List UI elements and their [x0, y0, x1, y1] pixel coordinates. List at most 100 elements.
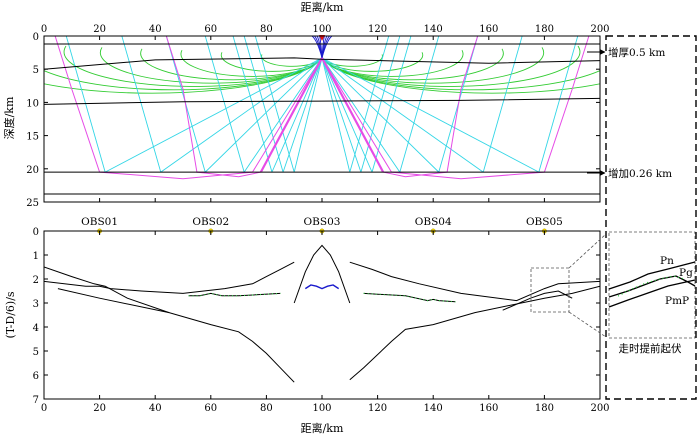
top-x-tick-label: 0 [41, 24, 47, 35]
zoom-box [530, 267, 570, 313]
top-y-tick-label: 20 [26, 165, 39, 176]
interface-line [44, 97, 600, 105]
cyan-ray [243, 57, 323, 173]
inset-pn-curve [608, 261, 696, 290]
cyan-ray [160, 57, 323, 173]
station-label: OBS01 [81, 216, 118, 228]
inset-outer-frame [605, 35, 697, 400]
ray-panel: 距离/km 0 20 40 60 80 100 120 140 160 180 200 0 5 10 15… [2, 0, 610, 209]
top-plot-frame [43, 35, 601, 203]
bottom-plot-frame [43, 230, 601, 400]
bottom-x-tick-label: 160 [479, 403, 498, 414]
top-x-tick-label: 140 [424, 24, 443, 35]
top-y-tick-label: 0 [33, 32, 39, 43]
bottom-x-tick-label: 40 [149, 403, 162, 414]
magenta-ray-thick [259, 57, 323, 173]
travel-time-curve [44, 261, 295, 294]
green-ray [63, 45, 323, 87]
top-x-tick-label: 200 [590, 24, 609, 35]
bottom-x-tick-label: 140 [424, 403, 443, 414]
cyan-ray [321, 57, 484, 173]
cyan-ray-up [371, 36, 412, 173]
cyan-ray [282, 57, 323, 173]
cyan-ray [204, 57, 323, 173]
top-x-tick-label: 20 [93, 24, 106, 35]
cyan-ray-up [399, 36, 440, 173]
inset-frame [608, 231, 696, 339]
stations: OBS01 OBS02 OBS03 OBS04 OBS05 [81, 216, 563, 234]
bottom-x-tick-label: 120 [368, 403, 387, 414]
cyan-ray [321, 57, 373, 173]
synthetic-points [188, 292, 281, 297]
zoom-link-bottom [568, 311, 607, 338]
magenta-ray [54, 36, 323, 180]
bottom-y-tick-label: 2 [33, 275, 39, 286]
top-x-tick-label: 80 [260, 24, 273, 35]
green-ray [44, 57, 323, 94]
cyan-ray-up [482, 36, 523, 173]
bottom-y-tick-label: 7 [33, 395, 39, 406]
ray-paths [44, 36, 600, 180]
bottom-x-axis-label: 距离/km [301, 421, 344, 435]
interfaces [44, 43, 600, 195]
station-label: OBS05 [526, 216, 563, 228]
travel-time-curve [57, 288, 295, 383]
top-y-tick-label: 25 [26, 198, 39, 209]
top-x-tick-label: 60 [204, 24, 217, 35]
bottom-y-tick-label: 3 [33, 299, 39, 310]
bottom-x-tick-label: 60 [204, 403, 217, 414]
top-x-tick-label: 180 [535, 24, 554, 35]
travel-time-curve [349, 261, 600, 302]
bottom-x-tick-label: 200 [590, 403, 609, 414]
cyan-ray [321, 57, 540, 173]
cyan-ray-up [243, 36, 284, 173]
bottom-x-tick-label: 80 [260, 403, 273, 414]
station-label: OBS02 [192, 216, 229, 228]
top-x-axis-label: 距离/km [301, 0, 344, 14]
cyan-ray [321, 57, 440, 173]
cyan-ray [293, 57, 323, 173]
bottom-y-tick-label: 6 [33, 371, 39, 382]
top-x-tick-label: 100 [312, 24, 331, 35]
bottom-x-tick-label: 20 [93, 403, 106, 414]
bottom-x-ticks: 0 20 40 60 80 100 120 140 160 180 200 [41, 231, 610, 414]
inset-pmp-curve [608, 279, 696, 308]
inset-pmp-label: PmP [665, 295, 689, 307]
cyan-ray-up [204, 36, 245, 173]
cyan-ray [271, 57, 323, 173]
bottom-y-ticks: 0 1 2 3 4 5 6 7 [33, 227, 600, 406]
inset-synthetic-points [617, 275, 685, 297]
bottom-x-tick-label: 0 [41, 403, 47, 414]
top-x-tick-label: 160 [479, 24, 498, 35]
thicken-label: 增厚0.5 km [608, 46, 665, 59]
station-label: OBS04 [415, 216, 452, 228]
bottom-y-tick-label: 5 [33, 347, 39, 358]
top-x-tick-label: 40 [149, 24, 162, 35]
magenta-ray-thick [321, 57, 385, 173]
inset: Pn Pg PmP 走时提前起伏 [608, 231, 696, 355]
bottom-x-tick-label: 180 [535, 403, 554, 414]
cyan-ray-up [121, 36, 162, 173]
green-ray [321, 48, 504, 81]
travel-time-curve [44, 266, 170, 314]
bottom-x-tick-label: 100 [312, 403, 331, 414]
inset-caption: 走时提前起伏 [619, 342, 682, 355]
travel-time-curve [188, 292, 281, 297]
travel-time-curve [363, 292, 456, 303]
bottom-y-tick-label: 1 [33, 251, 39, 262]
top-x-tick-label: 120 [368, 24, 387, 35]
zoom-link-top [568, 233, 607, 269]
green-ray [321, 57, 600, 91]
green-ray [99, 47, 323, 84]
travel-time-curve [304, 284, 340, 290]
travel-time-panel: OBS01 OBS02 OBS03 OBS04 OBS05 0 20 40 60 80 100 12… [4, 216, 610, 435]
cyan-ray-up [360, 36, 401, 173]
top-y-tick-label: 10 [26, 98, 39, 109]
top-y-tick-label: 15 [26, 132, 39, 143]
interface-line [44, 57, 600, 70]
cyan-ray [321, 57, 401, 173]
top-y-axis-label: 深度/km [2, 96, 16, 139]
increase-label: 增加0.26 km [608, 167, 672, 180]
travel-time-curve [502, 290, 573, 311]
